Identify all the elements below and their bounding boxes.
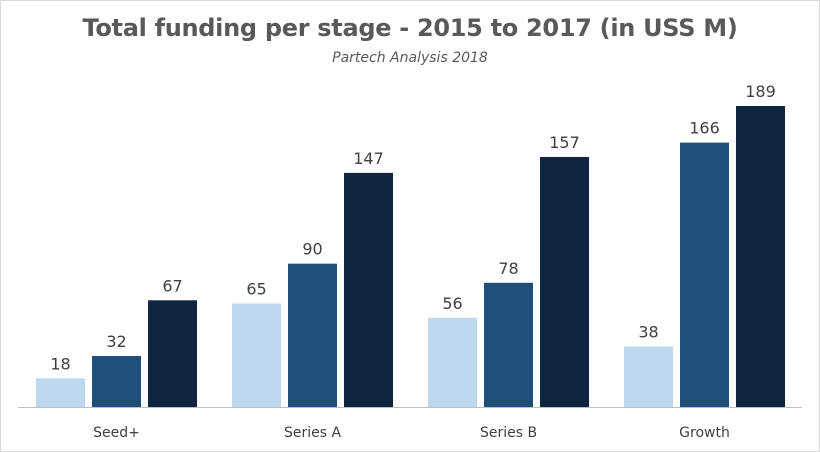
bar-growth-series-1 (624, 346, 673, 407)
data-label-series-b-series-3: 157 (549, 133, 580, 152)
bar-series-a-series-3 (344, 172, 393, 407)
data-label-series-a-series-3: 147 (353, 149, 384, 168)
data-label-seed--series-3: 67 (162, 276, 182, 295)
bar-series-a-series-1 (232, 303, 281, 407)
data-label-growth-series-3: 189 (745, 82, 776, 101)
bar-growth-series-2 (680, 142, 729, 407)
category-label-series-a: Series A (284, 425, 342, 441)
data-label-growth-series-1: 38 (638, 322, 658, 341)
bar-series-b-series-1 (428, 317, 477, 407)
data-label-seed--series-1: 18 (50, 354, 70, 373)
bar-seed--series-3 (148, 300, 197, 407)
category-label-series-b: Series B (480, 425, 537, 441)
data-label-growth-series-2: 166 (689, 119, 720, 138)
category-label-seed-: Seed+ (93, 425, 140, 441)
bar-series-b-series-2 (484, 282, 533, 407)
category-label-growth: Growth (679, 425, 730, 441)
bars-layer (36, 106, 785, 407)
data-label-series-a-series-2: 90 (302, 240, 322, 259)
bar-seed--series-2 (92, 356, 141, 407)
data-labels-layer: 18 32 67 65 90 147 56 78 157 38 166 189 (50, 82, 775, 373)
category-labels-layer: Seed+ Series A Series B Growth (93, 425, 730, 441)
data-label-series-b-series-1: 56 (442, 294, 462, 313)
bar-series-b-series-3 (540, 156, 589, 407)
bar-growth-series-3 (736, 106, 785, 407)
chart-title: Total funding per stage - 2015 to 2017 (… (82, 14, 738, 42)
data-label-series-a-series-1: 65 (246, 279, 266, 298)
bar-series-a-series-2 (288, 263, 337, 407)
chart-subtitle: Partech Analysis 2018 (332, 50, 488, 66)
data-label-seed--series-2: 32 (106, 332, 126, 351)
bar-seed--series-1 (36, 378, 85, 407)
data-label-series-b-series-2: 78 (498, 259, 518, 278)
